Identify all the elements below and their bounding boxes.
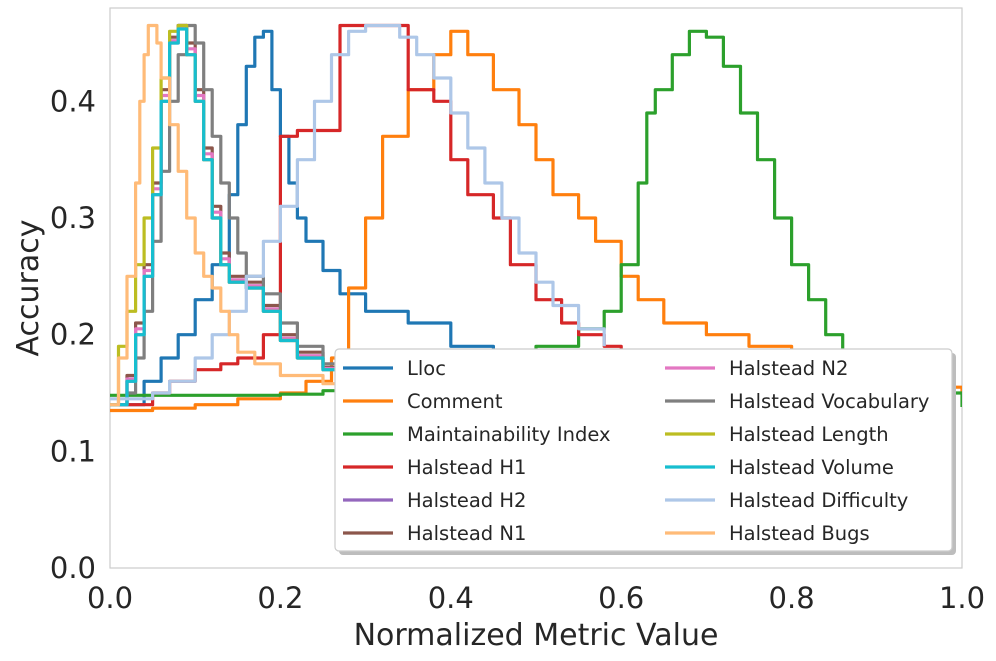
legend-label: Halstead H2 [407,489,526,512]
y-tick-label: 0.0 [50,551,96,585]
x-axis-ticks: 0.0 0.2 0.4 0.6 0.8 1.0 [87,581,985,615]
legend-item: Halstead Volume [665,456,894,479]
x-axis-label: Normalized Metric Value [354,618,719,653]
legend-label: Lloc [407,357,446,380]
y-tick-label: 0.3 [50,201,96,235]
legend-item: Comment [343,390,503,413]
y-tick-label: 0.1 [50,434,96,468]
legend-item: Halstead Bugs [665,522,870,545]
legend-box [334,348,953,552]
x-tick-label: 1.0 [939,581,985,615]
legend-item: Halstead N2 [665,357,848,380]
x-tick-label: 0.8 [769,581,815,615]
legend-label: Halstead Length [729,423,889,446]
x-tick-label: 0.0 [87,581,133,615]
legend-label: Comment [407,390,503,413]
series-line-halstead-vocabulary [110,23,368,407]
series-line-halstead-difficulty [110,23,606,401]
legend-item: Halstead Difficulty [665,489,908,512]
y-tick-label: 0.4 [50,84,96,118]
series-line-lloc [110,29,495,407]
legend-label: Halstead Difficulty [729,489,908,512]
legend-item: Maintainability Index [343,423,611,446]
y-tick-label: 0.2 [50,318,96,352]
legend-item: Halstead Vocabulary [665,390,929,413]
legend-label: Halstead N2 [729,357,848,380]
series-line-halstead-bugs [110,23,368,407]
y-axis-label: Accuracy [11,220,46,357]
legend: Lloc Comment Maintainability Index Halstead… [334,348,956,555]
y-axis-ticks: 0.0 0.1 0.2 0.3 0.4 [50,84,96,585]
x-tick-label: 0.6 [598,581,644,615]
series-line-halstead-volume [110,27,368,407]
legend-label: Halstead Vocabulary [729,390,929,413]
legend-label: Halstead Volume [729,456,894,479]
legend-item: Lloc [343,357,446,380]
legend-label: Halstead H1 [407,456,526,479]
legend-item: Halstead Length [665,423,889,446]
legend-item: Halstead H1 [343,456,526,479]
legend-label: Halstead N1 [407,522,526,545]
series-lines [110,23,962,413]
legend-label: Halstead Bugs [729,522,870,545]
x-tick-label: 0.2 [257,581,303,615]
legend-label: Maintainability Index [407,423,611,446]
legend-item: Halstead H2 [343,489,526,512]
legend-item: Halstead N1 [343,522,526,545]
x-tick-label: 0.4 [428,581,474,615]
